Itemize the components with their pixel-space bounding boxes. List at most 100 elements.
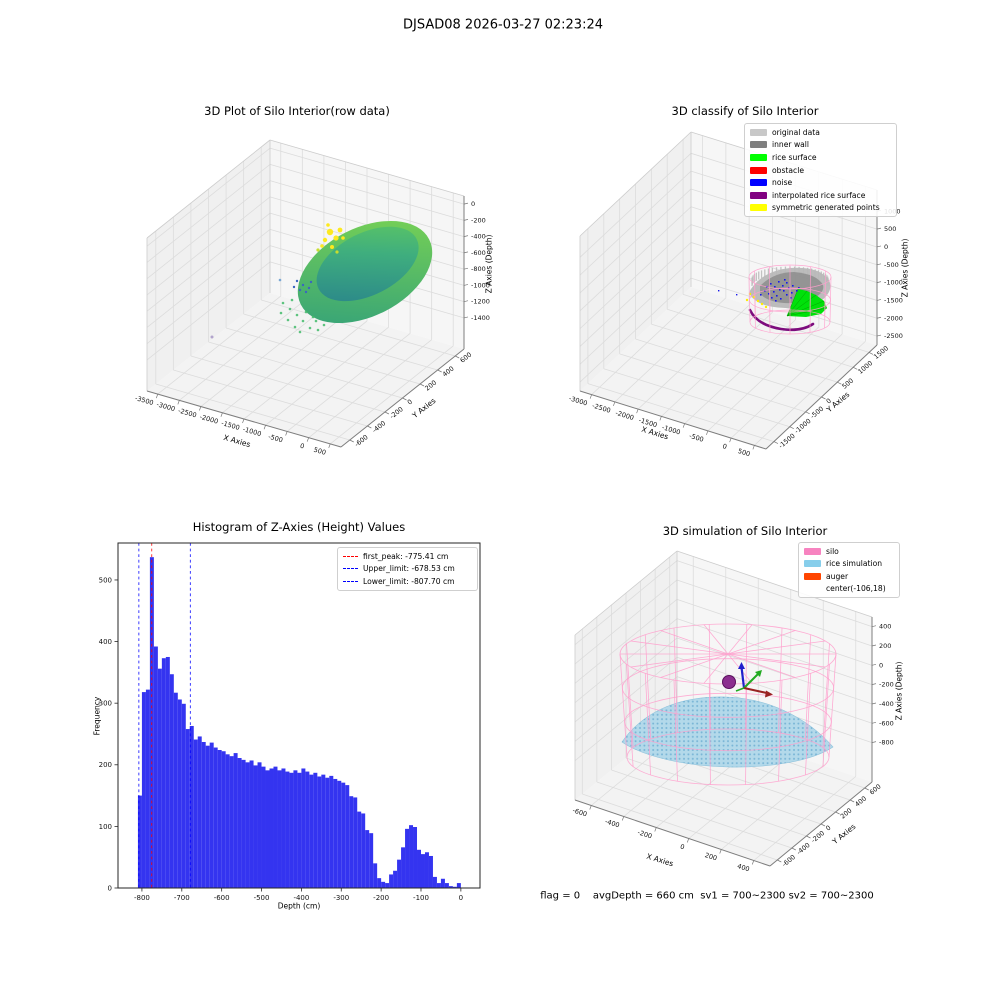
svg-text:-200: -200 <box>637 828 653 840</box>
legend-label: auger <box>826 571 849 581</box>
svg-text:0: 0 <box>108 884 112 892</box>
svg-text:-500: -500 <box>884 261 899 269</box>
auger-center-sphere <box>722 675 736 689</box>
plot-histogram: -800 -700 -600 -500 -400 -300 -200 -100 0 0 100 200… <box>99 542 481 902</box>
plot-classify-title: 3D classify of Silo Interior <box>671 104 819 118</box>
svg-text:0: 0 <box>722 442 728 451</box>
hist-yaxis-label: Frequency <box>92 696 102 736</box>
svg-text:300: 300 <box>99 700 112 708</box>
legend-color-swatch <box>750 179 767 187</box>
status-text: flag = 0 avgDepth = 660 cm sv1 = 700~230… <box>540 890 874 902</box>
raw-point-cloud <box>210 220 433 339</box>
axis-arrow-x <box>743 687 770 695</box>
svg-text:-1200: -1200 <box>471 298 490 306</box>
svg-text:600: 600 <box>459 351 474 365</box>
svg-text:-3000: -3000 <box>156 400 176 413</box>
svg-text:-500: -500 <box>267 433 283 445</box>
svg-text:-1500: -1500 <box>220 419 240 432</box>
svg-text:-500: -500 <box>688 432 704 444</box>
svg-text:400: 400 <box>853 795 868 809</box>
legend-label: center(-106,18) <box>826 584 886 594</box>
svg-text:0: 0 <box>879 661 883 669</box>
svg-text:-2000: -2000 <box>884 314 903 322</box>
svg-text:-1500: -1500 <box>884 296 903 304</box>
svg-text:-600: -600 <box>471 249 486 257</box>
svg-text:-400: -400 <box>604 817 620 829</box>
axis-arrow-z <box>740 666 746 689</box>
noise-dots-blue <box>278 278 313 294</box>
svg-text:0: 0 <box>471 200 475 208</box>
svg-text:-1000: -1000 <box>471 281 490 289</box>
legend-item: silo <box>804 545 894 558</box>
svg-text:400: 400 <box>441 365 456 379</box>
svg-text:-600: -600 <box>879 719 894 727</box>
axis-arrow-y-head <box>755 670 762 677</box>
legend-color-swatch <box>750 204 767 212</box>
svg-text:-3000: -3000 <box>568 394 588 407</box>
stray-point <box>210 335 214 339</box>
svg-text:-1400: -1400 <box>471 314 490 322</box>
legend-color-swatch <box>750 166 767 174</box>
rice-simulation-surface <box>621 696 834 768</box>
legend-dash-swatch <box>343 555 358 557</box>
auger-markers <box>722 662 773 698</box>
legend-dash-swatch <box>343 581 358 583</box>
plot-sim-title: 3D simulation of Silo Interior <box>662 524 828 538</box>
legend-label: noise <box>772 178 793 188</box>
svg-text:-600: -600 <box>572 806 588 818</box>
svg-text:200: 200 <box>879 642 891 650</box>
sim-zaxis-label: Z Axies (Depth) <box>894 661 904 721</box>
legend-label: silo <box>826 546 839 556</box>
svg-text:0: 0 <box>824 824 832 833</box>
svg-text:0: 0 <box>459 894 463 902</box>
svg-text:-2000: -2000 <box>199 413 219 426</box>
legend-item: rice surface <box>750 151 891 164</box>
svg-text:-600: -600 <box>214 894 230 902</box>
svg-text:0: 0 <box>299 442 305 451</box>
interpolated-rim-curve <box>748 308 815 332</box>
plot-raw-title: 3D Plot of Silo Interior(row data) <box>204 104 390 118</box>
svg-text:500: 500 <box>841 377 856 391</box>
svg-text:-400: -400 <box>293 894 309 902</box>
svg-text:-200: -200 <box>373 894 389 902</box>
svg-text:500: 500 <box>313 446 327 457</box>
hist-legend: first_peak: -775.41 cm Upper_limit: -678.… <box>337 547 478 591</box>
svg-text:200: 200 <box>704 851 718 862</box>
axis-origin-tick <box>735 687 745 692</box>
legend-label: rice surface <box>772 152 817 162</box>
svg-text:500: 500 <box>884 225 896 233</box>
legend-item: interpolated rice surface <box>750 189 891 202</box>
legend-item: center(-106,18) <box>804 583 894 596</box>
legend-label: Upper_limit: -678.53 cm <box>363 564 455 574</box>
svg-text:0: 0 <box>679 843 685 852</box>
svg-text:-400: -400 <box>471 233 486 241</box>
svg-text:200: 200 <box>99 761 112 769</box>
legend-label: rice simulation <box>826 559 883 569</box>
svg-text:-200: -200 <box>471 216 486 224</box>
svg-text:-200: -200 <box>879 681 894 689</box>
legend-item: obstacle <box>750 164 891 177</box>
svg-text:600: 600 <box>868 783 883 797</box>
svg-text:-800: -800 <box>879 739 894 747</box>
legend-label: interpolated rice surface <box>772 190 866 200</box>
legend-item: auger <box>804 570 894 583</box>
svg-text:0: 0 <box>825 397 833 406</box>
legend-item: Upper_limit: -678.53 cm <box>343 563 472 576</box>
svg-text:200: 200 <box>423 379 438 393</box>
svg-text:0: 0 <box>884 243 888 251</box>
classify-zaxis-label: Z Axies (Depth) <box>900 238 910 298</box>
svg-text:100: 100 <box>99 823 112 831</box>
legend-color-swatch <box>804 547 821 555</box>
legend-label: symmetric generated points <box>772 203 880 213</box>
hist-xaxis-label: Depth (cm) <box>277 901 321 911</box>
svg-text:-2500: -2500 <box>177 407 197 420</box>
svg-text:-800: -800 <box>471 265 486 273</box>
svg-text:-3500: -3500 <box>134 394 154 407</box>
svg-text:-1000: -1000 <box>242 425 262 438</box>
svg-text:-500: -500 <box>254 894 270 902</box>
svg-text:400: 400 <box>736 862 750 873</box>
svg-text:500: 500 <box>737 447 751 458</box>
axis-arrow-z-head <box>738 662 745 669</box>
